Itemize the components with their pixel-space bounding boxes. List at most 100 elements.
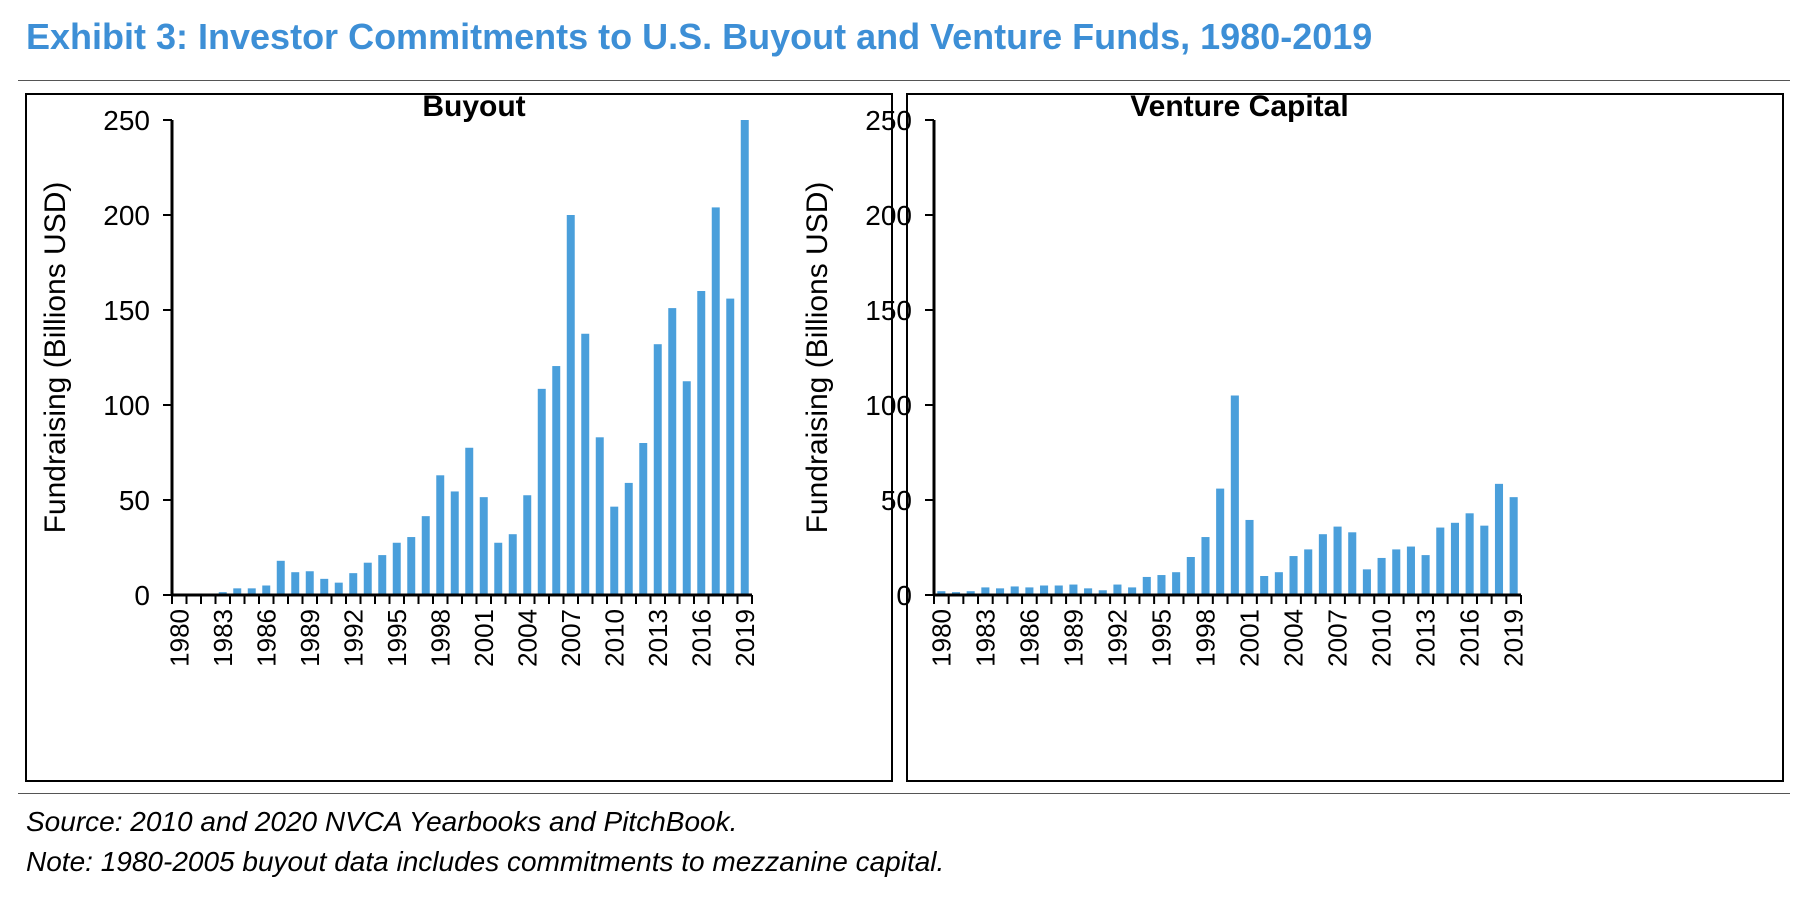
vc-bar-2003	[1274, 572, 1283, 595]
vc-y-tick-label-100: 100	[865, 390, 912, 421]
buyout-bar-2015	[682, 381, 691, 595]
vc-x-tick-label-1989: 1989	[1058, 609, 1088, 667]
vc-bar-1990	[1084, 588, 1093, 595]
buyout-bar-1995	[392, 542, 401, 595]
vc-x-tick-label-2019: 2019	[1499, 609, 1529, 667]
vc-bar-2008	[1348, 532, 1357, 595]
vc-bar-2002	[1260, 576, 1269, 595]
buyout-x-tick-label-1992: 1992	[338, 609, 368, 667]
buyout-y-tick-label-250: 250	[103, 105, 150, 136]
vc-bar-2014	[1436, 527, 1445, 595]
vc-x-tick-label-2007: 2007	[1323, 609, 1353, 667]
buyout-bar-2011	[624, 482, 633, 595]
buyout-bar-1993	[363, 562, 372, 595]
buyout-x-tick-label-1980: 1980	[164, 609, 194, 667]
vc-x-tick-label-1983: 1983	[970, 609, 1000, 667]
buyout-y-tick-label-50: 50	[119, 485, 150, 516]
buyout-bar-2004	[523, 495, 532, 595]
vc-bar-1999	[1216, 488, 1225, 595]
buyout-bar-2005	[537, 388, 546, 595]
buyout-bar-2010	[610, 506, 619, 595]
venture-capital-chart-panel: Venture Capital Fundraising (Billions USD…	[801, 90, 1784, 782]
buyout-bar-1992	[349, 573, 358, 595]
buyout-bar-2017	[711, 207, 720, 595]
vc-bar-1992	[1113, 584, 1122, 595]
buyout-bar-1985	[247, 588, 256, 595]
vc-bar-2013	[1421, 555, 1430, 595]
buyout-x-tick-label-2001: 2001	[469, 609, 499, 667]
vc-chart-title: Venture Capital	[1130, 90, 1348, 123]
buyout-bar-2009	[595, 437, 604, 595]
vc-y-tick-label-200: 200	[865, 200, 912, 231]
buyout-bar-2007	[566, 215, 575, 595]
vc-y-tick-label-250: 250	[865, 105, 912, 136]
vc-bar-2007	[1333, 526, 1342, 595]
vc-x-tick-label-2016: 2016	[1455, 609, 1485, 667]
buyout-y-axis-label: Fundraising (Billions USD)	[39, 182, 72, 534]
vc-bar-1997	[1186, 557, 1195, 595]
vc-bar-2005	[1304, 549, 1313, 595]
buyout-x-tick-label-1989: 1989	[295, 609, 325, 667]
buyout-bar-2012	[639, 443, 648, 595]
vc-bar-2004	[1289, 556, 1298, 595]
vc-bar-1985	[1010, 586, 1019, 595]
vc-bar-1991	[1098, 590, 1107, 595]
buyout-bar-2018	[726, 298, 735, 595]
vc-bar-1982	[966, 591, 975, 595]
buyout-bar-1987	[276, 560, 285, 595]
vc-bar-1989	[1069, 584, 1078, 595]
vc-x-tick-label-1995: 1995	[1146, 609, 1176, 667]
buyout-bar-1998	[436, 475, 445, 595]
buyout-bar-1986	[262, 585, 271, 595]
vc-bar-1987	[1040, 585, 1049, 595]
buyout-x-tick-label-1995: 1995	[382, 609, 412, 667]
source-note: Source: 2010 and 2020 NVCA Yearbooks and…	[26, 806, 738, 837]
buyout-y-tick-label-0: 0	[134, 580, 150, 611]
buyout-x-tick-label-2019: 2019	[730, 609, 760, 667]
buyout-bar-1989	[305, 571, 314, 595]
vc-bar-1996	[1172, 572, 1181, 595]
buyout-y-tick-label-150: 150	[103, 295, 150, 326]
buyout-bar-2008	[581, 333, 590, 595]
buyout-x-tick-label-1983: 1983	[208, 609, 238, 667]
buyout-bar-2003	[508, 534, 517, 595]
vc-y-tick-label-150: 150	[865, 295, 912, 326]
buyout-bar-1990	[320, 578, 329, 595]
buyout-bar-2016	[697, 291, 706, 595]
buyout-bar-2006	[552, 366, 561, 595]
buyout-bar-2002	[494, 542, 503, 595]
vc-x-tick-label-1980: 1980	[926, 609, 956, 667]
vc-x-tick-label-1992: 1992	[1102, 609, 1132, 667]
vc-bar-2012	[1406, 546, 1415, 595]
vc-bar-1988	[1054, 585, 1063, 595]
buyout-bar-1999	[450, 491, 459, 595]
vc-x-tick-label-1986: 1986	[1014, 609, 1044, 667]
vc-bar-2019	[1509, 497, 1518, 595]
vc-bar-1998	[1201, 537, 1210, 595]
vc-bar-1986	[1025, 587, 1034, 595]
vc-bar-1980	[937, 591, 946, 595]
vc-y-axis-label: Fundraising (Billions USD)	[801, 182, 834, 534]
buyout-chart: Buyout Fundraising (Billions USD) 0 50 100 15…	[39, 90, 760, 667]
buyout-bar-1994	[378, 555, 387, 595]
buyout-x-tick-label-2013: 2013	[643, 609, 673, 667]
vc-bar-1993	[1128, 587, 1137, 595]
vc-x-tick-label-2004: 2004	[1279, 609, 1309, 667]
buyout-bar-1991	[334, 582, 343, 595]
buyout-x-tick-label-1998: 1998	[425, 609, 455, 667]
vc-bar-2010	[1377, 557, 1386, 595]
buyout-y-tick-label-200: 200	[103, 200, 150, 231]
venture-capital-chart: Venture Capital Fundraising (Billions USD…	[801, 90, 1529, 667]
buyout-bar-2013	[653, 344, 662, 595]
vc-bar-2000	[1230, 395, 1239, 595]
buyout-bar-1984	[233, 588, 242, 595]
vc-x-tick-label-2013: 2013	[1411, 609, 1441, 667]
bottom-divider	[18, 793, 1790, 794]
buyout-bar-2019	[740, 120, 749, 595]
vc-bar-1994	[1142, 576, 1151, 595]
buyout-x-tick-label-2016: 2016	[686, 609, 716, 667]
vc-y-tick-label-0: 0	[896, 580, 912, 611]
top-divider	[18, 80, 1790, 81]
vc-bar-2015	[1450, 522, 1459, 595]
vc-bar-2006	[1318, 534, 1327, 595]
